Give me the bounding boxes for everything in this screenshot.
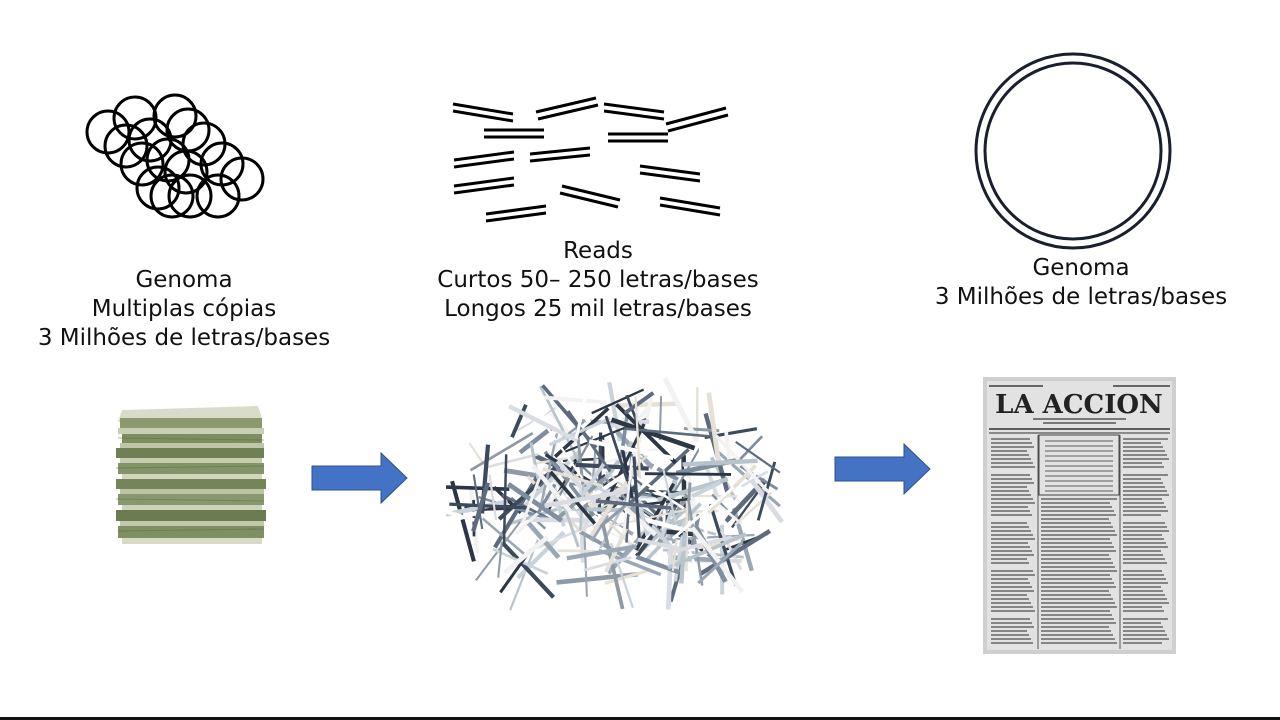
- left-caption: Genoma Multiplas cópias 3 Milhões de let…: [0, 266, 368, 353]
- read-fragments-icon: [452, 96, 729, 223]
- right-caption-line-1: Genoma: [1032, 255, 1130, 281]
- right-arrow-icon: [311, 451, 408, 505]
- newspaper-title: LA ACCION: [995, 390, 1163, 420]
- newspaper-page-image: LA ACCION: [983, 377, 1176, 654]
- newspaper-stack-image: [115, 406, 266, 544]
- middle-caption-line-2: Curtos 50– 250 letras/bases: [437, 267, 759, 293]
- bottom-rule: [0, 717, 1280, 720]
- middle-caption-line-3: Longos 25 mil letras/bases: [444, 296, 752, 322]
- middle-caption-line-1: Reads: [563, 238, 633, 264]
- overlapping-circles-icon: [85, 93, 265, 219]
- right-caption-line-2: 3 Milhões de letras/bases: [934, 284, 1228, 310]
- left-caption-line-2: Multiplas cópias: [91, 296, 277, 322]
- left-caption-line-3: 3 Milhões de letras/bases: [37, 325, 331, 351]
- right-caption: Genoma 3 Milhões de letras/bases: [911, 254, 1251, 312]
- left-caption-line-1: Genoma: [135, 267, 233, 293]
- middle-caption: Reads Curtos 50– 250 letras/bases Longos…: [398, 237, 798, 324]
- right-arrow-icon: [834, 442, 931, 496]
- shredded-paper-image: [445, 376, 784, 611]
- double-circle-icon: [974, 52, 1172, 250]
